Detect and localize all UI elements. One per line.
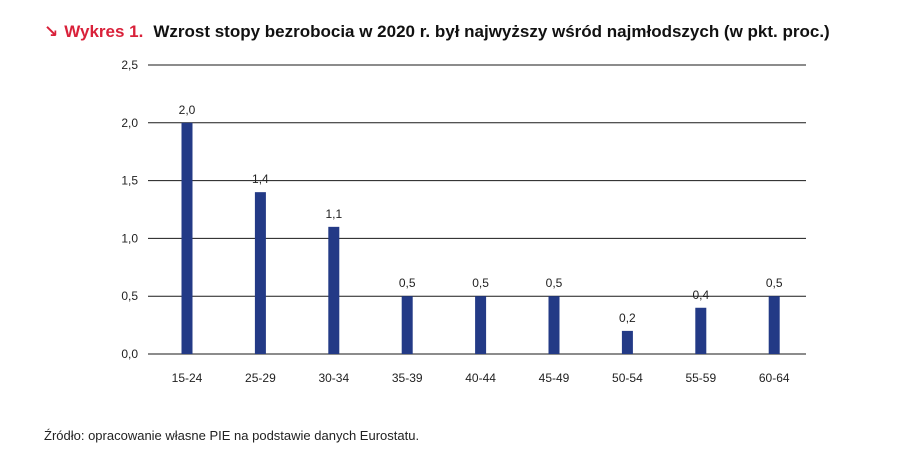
- bar: [254, 192, 266, 354]
- x-tick-label: 55-59: [685, 371, 716, 385]
- x-tick-label: 30-34: [318, 371, 349, 385]
- data-label: 0,2: [619, 311, 636, 325]
- y-tick-label: 0,5: [121, 289, 138, 303]
- source-note: Źródło: opracowanie własne PIE na podsta…: [44, 428, 420, 443]
- y-tick-label: 1,0: [121, 231, 138, 245]
- x-tick-label: 45-49: [539, 371, 570, 385]
- data-label: 0,5: [472, 276, 489, 290]
- x-tick-label: 25-29: [245, 371, 276, 385]
- chart-title: Wzrost stopy bezrobocia w 2020 r. był na…: [153, 22, 830, 41]
- y-tick-label: 1,5: [121, 174, 138, 188]
- x-tick-label: 40-44: [465, 371, 496, 385]
- y-tick-label: 2,0: [121, 116, 138, 130]
- bar: [328, 226, 340, 354]
- bar: [401, 296, 413, 354]
- data-label: 1,1: [325, 207, 342, 221]
- arrow-down-right-icon: ↘: [44, 22, 59, 41]
- data-label: 0,4: [692, 288, 709, 302]
- chart-header: ↘ Wykres 1. Wzrost stopy bezrobocia w 2020…: [44, 20, 830, 44]
- bar: [768, 296, 780, 354]
- chart-number-label: Wykres 1.: [64, 22, 144, 41]
- x-tick-label: 50-54: [612, 371, 643, 385]
- bar: [475, 296, 487, 354]
- y-tick-label: 2,5: [121, 58, 138, 72]
- bar: [548, 296, 560, 354]
- x-tick-label: 15-24: [172, 371, 203, 385]
- bar: [621, 330, 633, 354]
- data-label: 0,5: [766, 276, 783, 290]
- data-label: 0,5: [546, 276, 563, 290]
- data-label: 0,5: [399, 276, 416, 290]
- data-label: 2,0: [179, 103, 196, 117]
- x-tick-label: 60-64: [759, 371, 790, 385]
- bar: [695, 307, 707, 354]
- data-label: 1,4: [252, 172, 269, 186]
- x-tick-label: 35-39: [392, 371, 423, 385]
- bar: [181, 122, 193, 354]
- y-tick-label: 0,0: [121, 347, 138, 361]
- bar-chart: 0,0 0,5 1,0 1,5 2,0 2,5 2,0 15-24 1,4 25-29 1,1 30-…: [121, 58, 806, 385]
